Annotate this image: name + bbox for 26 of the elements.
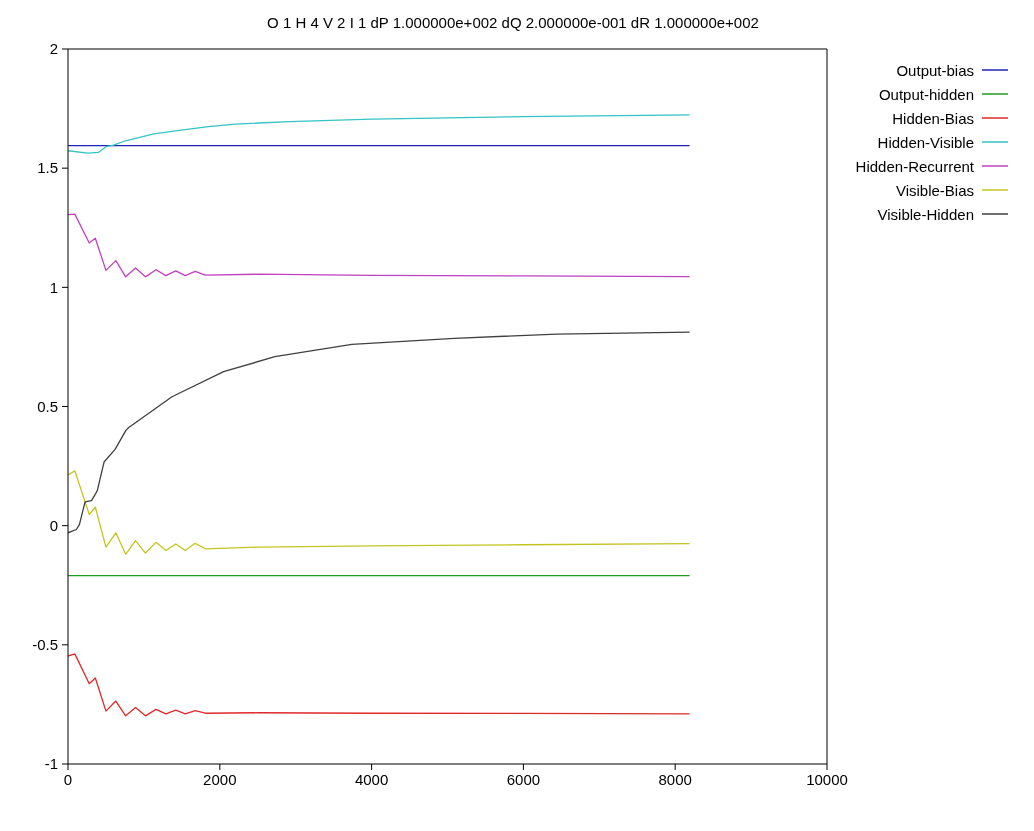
x-tick-label: 6000 <box>506 770 541 788</box>
y-tick-label: 0 <box>49 516 58 534</box>
x-tick-label: 0 <box>63 770 73 788</box>
line-series <box>68 331 691 534</box>
y-tick-label: 2 <box>49 40 58 58</box>
y-tick-label: -0.5 <box>32 636 58 654</box>
x-tick-label: 2000 <box>203 770 237 788</box>
x-tick-label: 4000 <box>354 770 389 788</box>
y-tick-label: 0.5 <box>37 397 58 415</box>
legend-label: Hidden-Visible <box>877 133 974 151</box>
y-tick-label: -1 <box>44 755 58 773</box>
line-series <box>68 114 691 154</box>
chart-title: O 1 H 4 V 2 I 1 dP 1.000000e+002 dQ 2.000000e-001 dR 1.000000e+002 <box>266 13 760 33</box>
legend-label: Output-bias <box>896 61 974 79</box>
x-tick-label: 8000 <box>658 770 692 788</box>
legend-label: Output-hidden <box>878 85 974 103</box>
line-series <box>68 653 691 717</box>
line-series <box>68 213 691 278</box>
y-tick-label: 1 <box>49 278 58 296</box>
legend-label: Hidden-Recurrent <box>855 157 974 175</box>
line-series <box>68 470 691 555</box>
x-tick-label: 10000 <box>806 770 848 788</box>
legend-label: Visible-Hidden <box>877 205 974 223</box>
legend-label: Hidden-Bias <box>892 109 974 127</box>
legend-label: Visible-Bias <box>895 181 974 199</box>
y-tick-label: 1.5 <box>37 159 58 177</box>
